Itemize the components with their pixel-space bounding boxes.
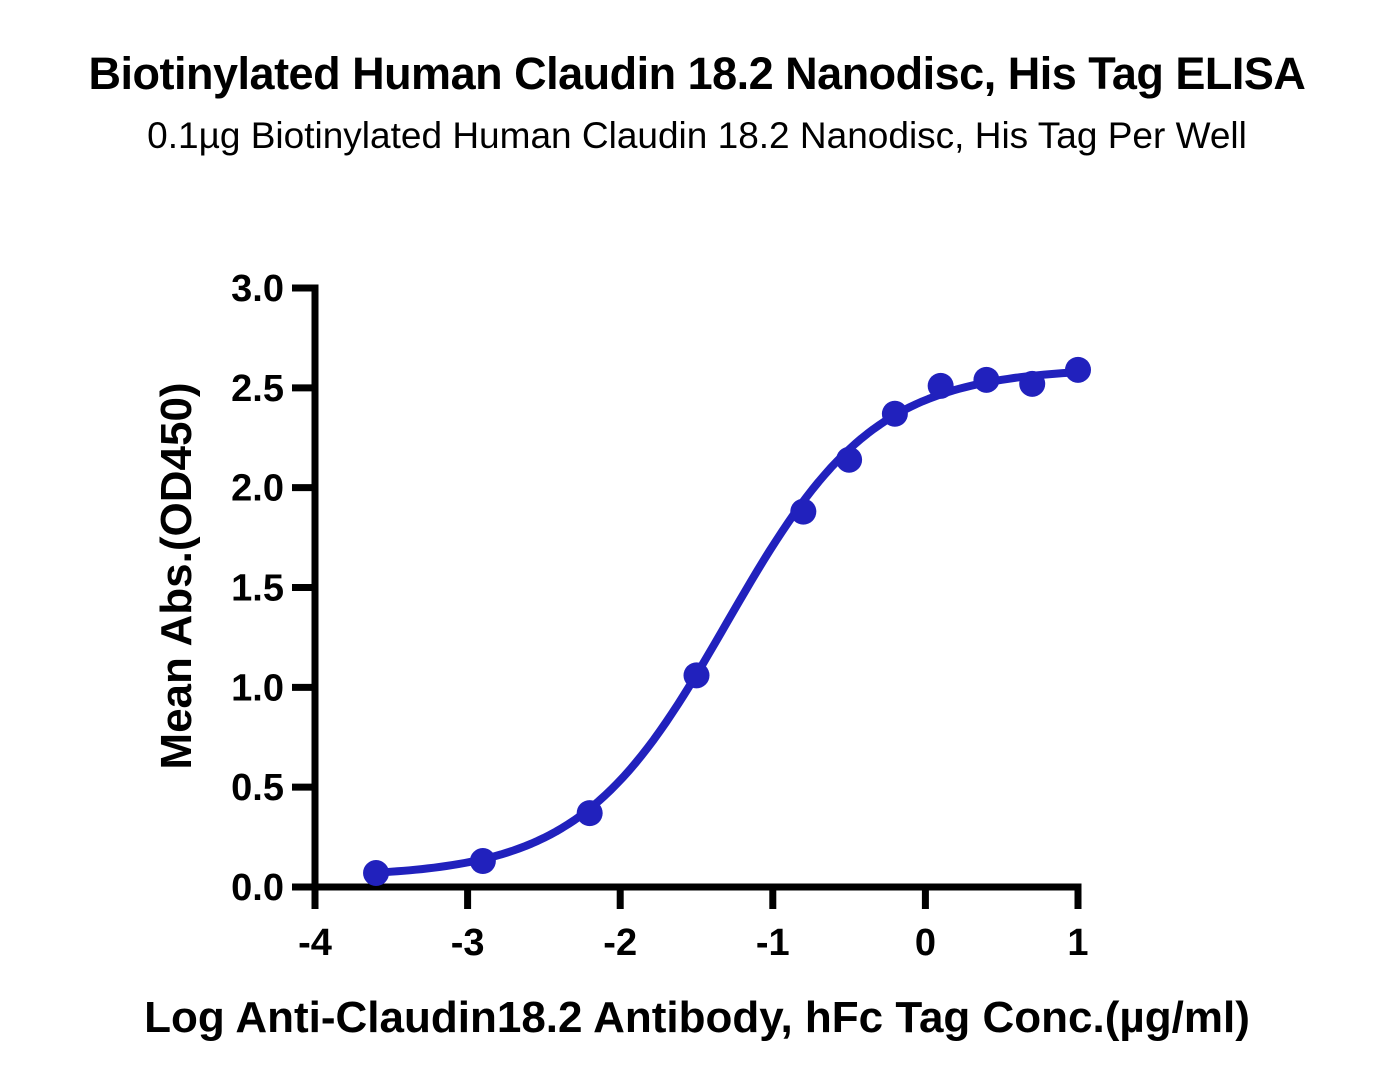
- chart-title: Biotinylated Human Claudin 18.2 Nanodisc…: [88, 48, 1306, 99]
- data-point: [881, 400, 908, 427]
- y-tick-label: 2.0: [231, 468, 284, 510]
- x-tick-label: -1: [756, 922, 790, 964]
- data-point: [683, 662, 710, 689]
- y-tick-label: 0.0: [231, 867, 284, 909]
- x-tick-label: 0: [915, 922, 936, 964]
- data-point: [927, 372, 954, 399]
- fit-curve: [369, 368, 1079, 877]
- y-axis-title: Mean Abs.(OD450): [152, 382, 201, 769]
- y-tick-label: 1.0: [231, 667, 284, 709]
- x-tick-label: -2: [603, 922, 637, 964]
- data-point: [576, 800, 603, 827]
- data-point: [1065, 356, 1091, 383]
- data-point: [469, 848, 496, 875]
- axis-spines: [311, 284, 1082, 891]
- x-axis-title: Log Anti-Claudin18.2 Antibody, hFc Tag C…: [144, 993, 1250, 1042]
- data-point: [363, 860, 390, 887]
- x-tick-label: -4: [298, 922, 332, 964]
- y-tick-label: 1.5: [231, 568, 284, 610]
- data-point: [1019, 370, 1046, 397]
- x-tick-label: 1: [1067, 922, 1088, 964]
- axes-layer: -4 -3 -2 -1 0 1 0.0 0.5 1.0 1.5 2.0 2.5 3.0: [231, 268, 1088, 964]
- x-tick-label: -3: [451, 922, 485, 964]
- chart-subtitle: 0.1µg Biotinylated Human Claudin 18.2 Na…: [147, 115, 1247, 156]
- y-tick-label: 2.5: [231, 368, 284, 410]
- y-tick-label: 3.0: [231, 268, 284, 310]
- series-layer: [363, 356, 1091, 887]
- data-point: [790, 498, 817, 525]
- data-point: [973, 366, 1000, 393]
- y-tick-label: 0.5: [231, 767, 284, 809]
- data-point: [836, 446, 863, 473]
